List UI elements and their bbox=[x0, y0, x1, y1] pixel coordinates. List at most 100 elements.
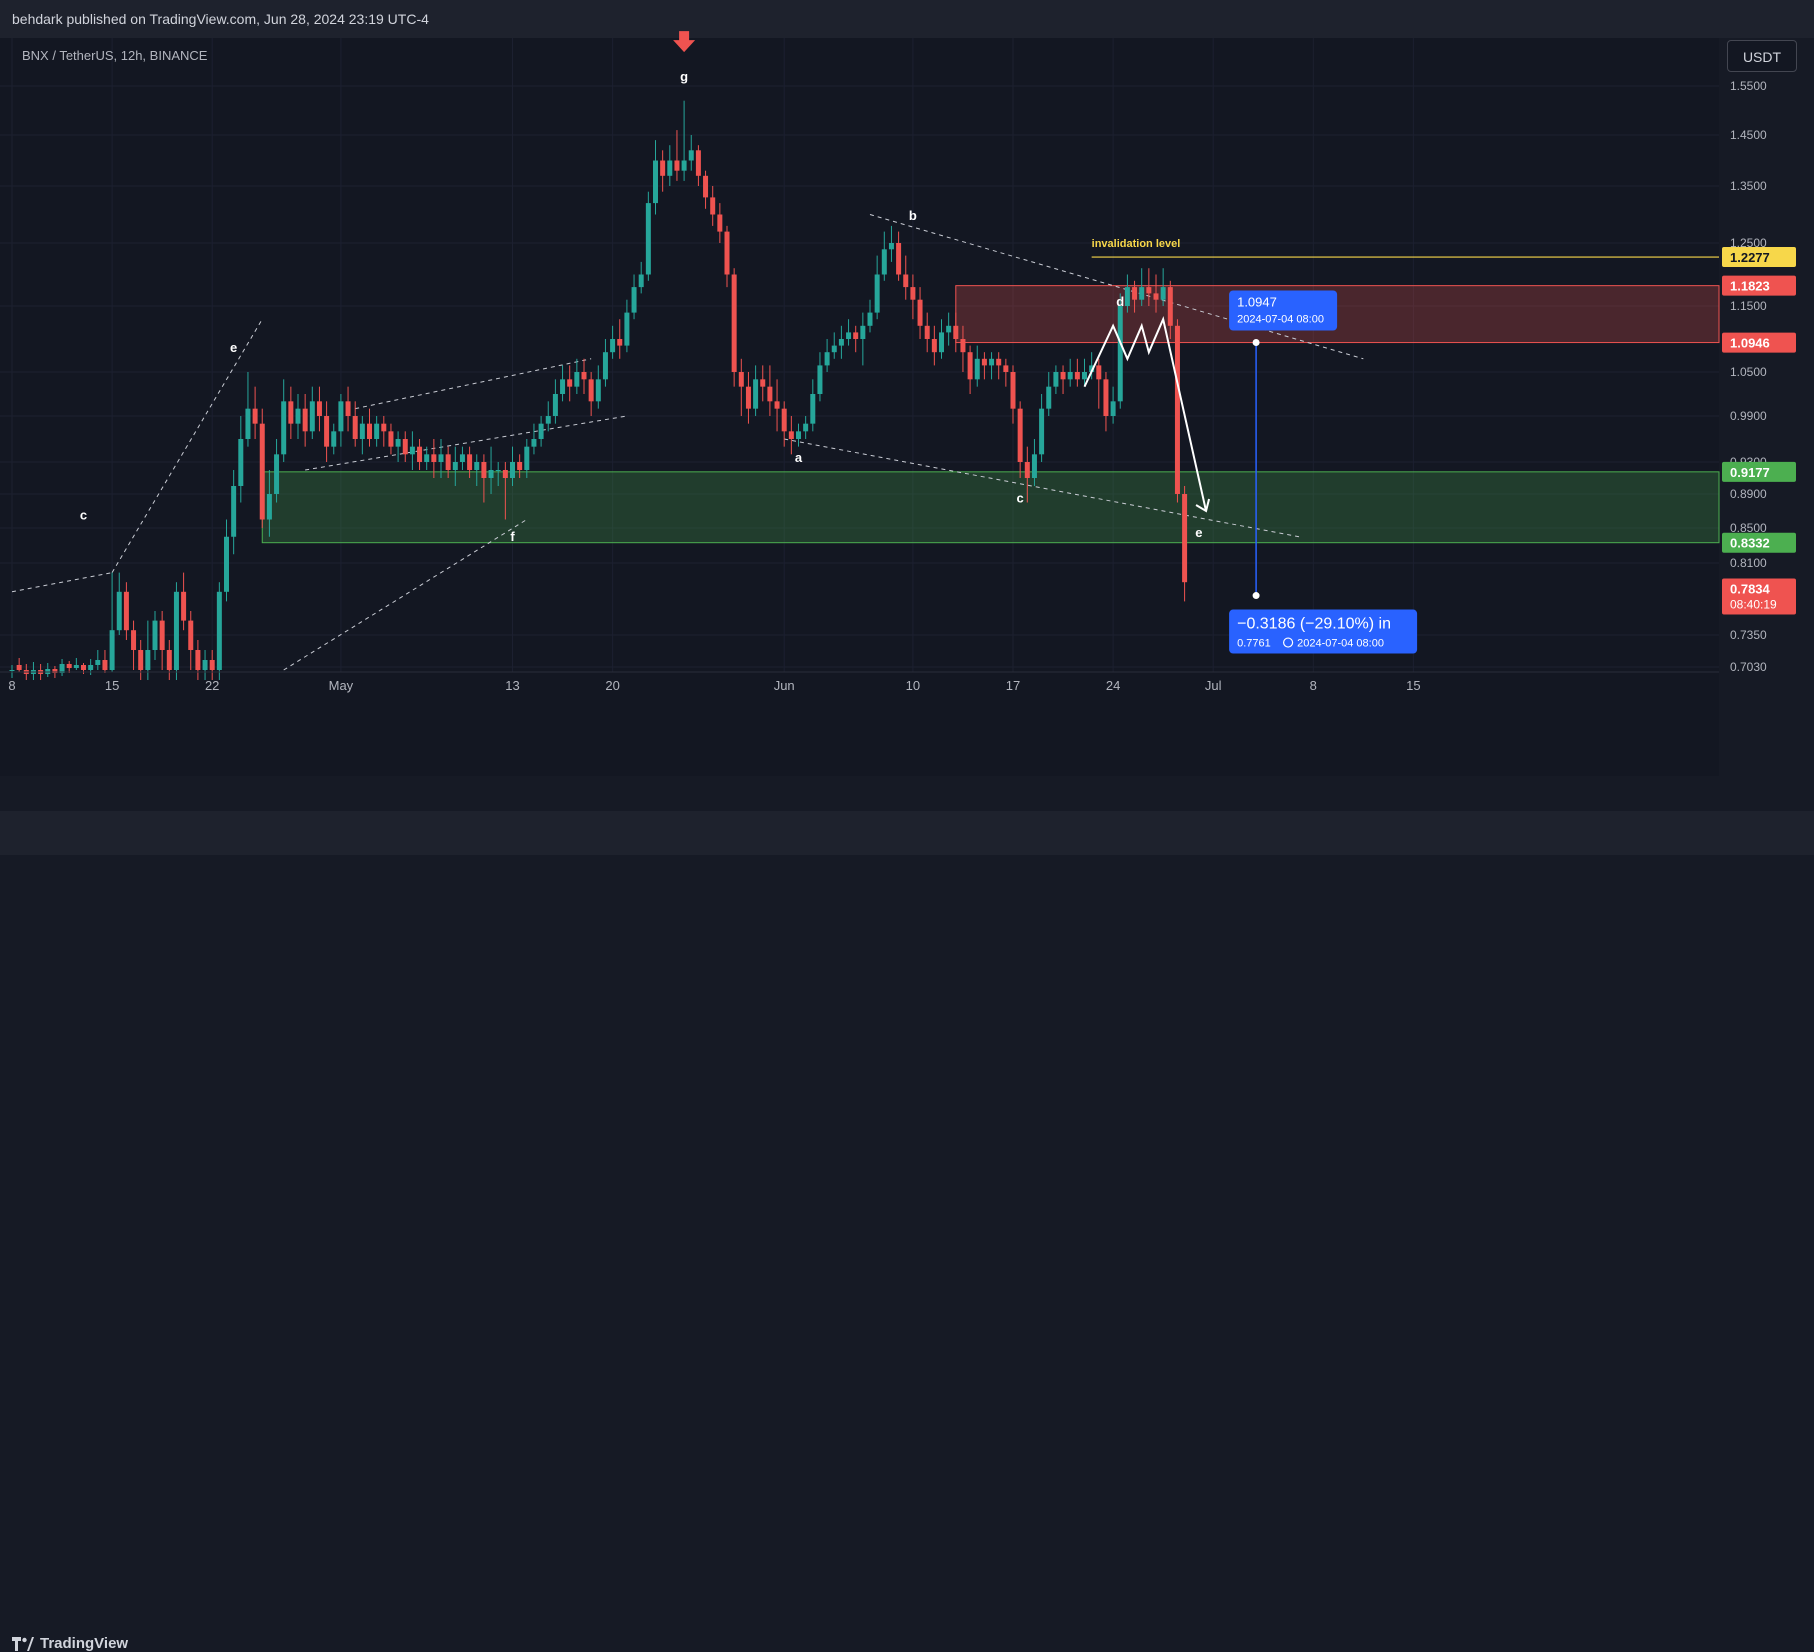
candle-down bbox=[166, 650, 172, 670]
price-badge-label: 1.0946 bbox=[1730, 336, 1770, 351]
candle-up bbox=[824, 352, 830, 366]
time-tick-label: May bbox=[329, 678, 354, 693]
candle-up bbox=[831, 345, 837, 353]
candle-up bbox=[116, 591, 122, 631]
candle-up bbox=[681, 160, 687, 171]
grid-lines bbox=[0, 38, 1719, 672]
trend-line bbox=[305, 415, 627, 471]
candle-down bbox=[345, 401, 351, 416]
tradingview-brand[interactable]: TradingView bbox=[12, 1635, 128, 1652]
trend-line bbox=[11, 572, 113, 593]
price-badge bbox=[1722, 332, 1796, 353]
time-tick-label: 24 bbox=[1106, 678, 1120, 693]
down-arrow-icon bbox=[673, 31, 696, 53]
candle-down bbox=[674, 160, 680, 171]
candlestick-chart[interactable]: invalidation level c e f g b a c d e 1.0947 2024-0… bbox=[0, 0, 1814, 811]
candle-up bbox=[531, 439, 537, 447]
candle-down bbox=[66, 664, 72, 668]
candle-up bbox=[452, 462, 458, 470]
candle-down bbox=[981, 358, 987, 366]
candle-up bbox=[395, 439, 401, 447]
candle-up bbox=[495, 470, 501, 471]
time-tick-label: 8 bbox=[8, 678, 15, 693]
candle-up bbox=[1046, 386, 1052, 409]
candle-down bbox=[710, 197, 716, 215]
projection-path bbox=[1083, 315, 1208, 512]
candle-up bbox=[867, 312, 873, 326]
candle-down bbox=[302, 408, 308, 432]
candle-down bbox=[774, 401, 780, 409]
price-badge bbox=[1722, 461, 1796, 482]
candle-down bbox=[717, 214, 723, 232]
candle-up bbox=[281, 401, 287, 455]
footer: TradingView bbox=[0, 811, 1814, 1652]
wave-label-d: d bbox=[1116, 294, 1124, 309]
candle-up bbox=[202, 660, 208, 670]
price-badge bbox=[1722, 578, 1796, 615]
measure-end-dot bbox=[1252, 592, 1260, 600]
candle-down bbox=[967, 352, 973, 380]
candle-up bbox=[231, 486, 237, 537]
candle-down bbox=[1103, 379, 1109, 416]
candle-down bbox=[195, 650, 201, 670]
candle-down bbox=[431, 454, 437, 462]
candle-down bbox=[131, 630, 137, 650]
candle-down bbox=[760, 379, 766, 387]
candle-down bbox=[917, 299, 923, 326]
candle-up bbox=[989, 358, 995, 366]
candle-down bbox=[1074, 372, 1080, 380]
measure-bottom-callout bbox=[1229, 609, 1418, 654]
candle-up bbox=[574, 372, 580, 387]
candle-down bbox=[123, 591, 129, 631]
candle-down bbox=[252, 408, 258, 424]
price-tick-label: 0.8900 bbox=[1730, 487, 1767, 501]
candle-up bbox=[846, 332, 852, 339]
price-badge bbox=[1722, 247, 1796, 268]
price-badge bbox=[1722, 275, 1796, 296]
tradingview-logo-icon bbox=[12, 1637, 34, 1652]
wave-label-e: e bbox=[230, 340, 237, 355]
candle-up bbox=[459, 454, 465, 462]
support-zone bbox=[261, 471, 1720, 544]
candle-down bbox=[924, 325, 930, 339]
projection-arrow-icon bbox=[1195, 498, 1211, 513]
candle-up bbox=[1067, 372, 1073, 380]
candle-down bbox=[617, 339, 623, 346]
candle-up bbox=[624, 312, 630, 346]
candle-up bbox=[309, 401, 315, 432]
price-axis: 1.5500 1.4500 1.3500 1.2500 1.1500 1.0500 0.99… bbox=[1722, 79, 1796, 674]
candle-down bbox=[159, 620, 165, 650]
time-tick-label: Jun bbox=[774, 678, 795, 693]
candle-down bbox=[259, 423, 265, 520]
candle-up bbox=[560, 379, 566, 394]
candle-up bbox=[545, 416, 551, 424]
candle-down bbox=[996, 358, 1002, 366]
candle-up bbox=[510, 462, 515, 478]
candle-down bbox=[367, 423, 372, 439]
candle-down bbox=[695, 150, 701, 176]
candle-up bbox=[266, 494, 272, 520]
candle-up bbox=[631, 287, 637, 313]
candle-down bbox=[1017, 408, 1023, 462]
wave-label-f: f bbox=[510, 529, 515, 544]
candle-up bbox=[73, 665, 79, 668]
candle-down bbox=[1010, 372, 1016, 409]
candle-down bbox=[896, 243, 902, 275]
currency-button[interactable]: USDT bbox=[1727, 40, 1797, 72]
candle-down bbox=[781, 408, 787, 432]
candle-down bbox=[745, 386, 751, 409]
candle-down bbox=[388, 431, 394, 447]
candle-down bbox=[1096, 365, 1102, 380]
candle-up bbox=[667, 160, 673, 176]
candle-up bbox=[595, 379, 601, 402]
chart-area[interactable] bbox=[0, 38, 1719, 776]
candle-down bbox=[1060, 372, 1066, 380]
wave-label-e: e bbox=[1195, 525, 1202, 540]
candle-up bbox=[810, 394, 816, 424]
invalidation-label: invalidation level bbox=[1092, 238, 1181, 250]
candle-down bbox=[467, 454, 473, 470]
candle-up bbox=[338, 401, 344, 432]
candle-up bbox=[9, 670, 15, 671]
time-axis: 8 15 22 May 13 20 Jun 10 17 24 Jul 8 15 bbox=[0, 671, 1719, 693]
candle-up bbox=[602, 352, 608, 380]
